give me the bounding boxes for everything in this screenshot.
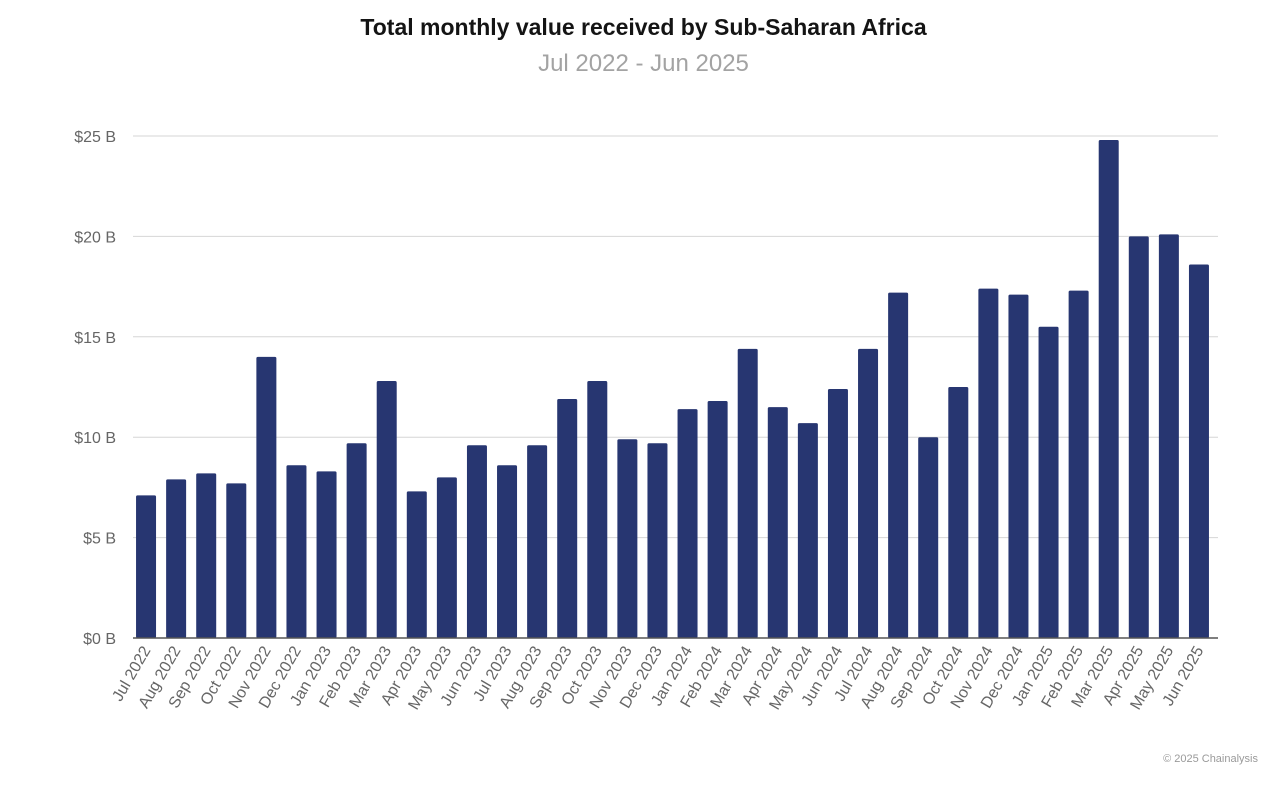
y-tick-label: $20 B <box>74 229 116 246</box>
bar <box>256 356 277 638</box>
y-tick-label: $10 B <box>74 430 116 447</box>
bar <box>497 465 518 638</box>
bar <box>1068 290 1089 638</box>
bar <box>888 292 909 638</box>
bar <box>286 465 307 638</box>
chart-subtitle: Jul 2022 - Jun 2025 <box>538 50 749 77</box>
bar <box>677 409 698 638</box>
bar <box>587 380 608 638</box>
y-tick-label: $5 B <box>83 531 116 548</box>
bar <box>557 399 578 638</box>
y-tick-label: $15 B <box>74 330 116 347</box>
bar <box>166 479 187 638</box>
bar <box>466 445 487 638</box>
bar <box>316 471 337 638</box>
bar <box>376 380 397 638</box>
bar <box>1158 234 1179 638</box>
bar <box>1008 294 1029 638</box>
bar <box>827 389 848 638</box>
bar <box>797 423 818 638</box>
bar <box>226 483 247 638</box>
chart-title: Total monthly value received by Sub-Saha… <box>360 14 927 40</box>
bar <box>436 477 457 638</box>
y-tick-label: $25 B <box>74 129 116 146</box>
bar <box>767 407 788 638</box>
bar <box>406 491 427 638</box>
bar <box>858 348 879 638</box>
bar <box>918 437 939 638</box>
bar <box>527 445 548 638</box>
bar <box>617 439 638 638</box>
bar <box>1098 140 1119 639</box>
bar <box>136 495 157 638</box>
bar <box>1188 264 1209 638</box>
bar <box>737 348 758 638</box>
bar <box>707 401 728 638</box>
bar <box>948 387 969 638</box>
copyright: © 2025 Chainalysis <box>1163 753 1258 765</box>
bar <box>346 443 367 638</box>
bar <box>196 473 217 638</box>
bar <box>978 288 999 638</box>
bar <box>1128 236 1149 638</box>
y-tick-label: $0 B <box>83 631 116 648</box>
bar <box>1038 326 1059 638</box>
bar <box>647 443 668 638</box>
